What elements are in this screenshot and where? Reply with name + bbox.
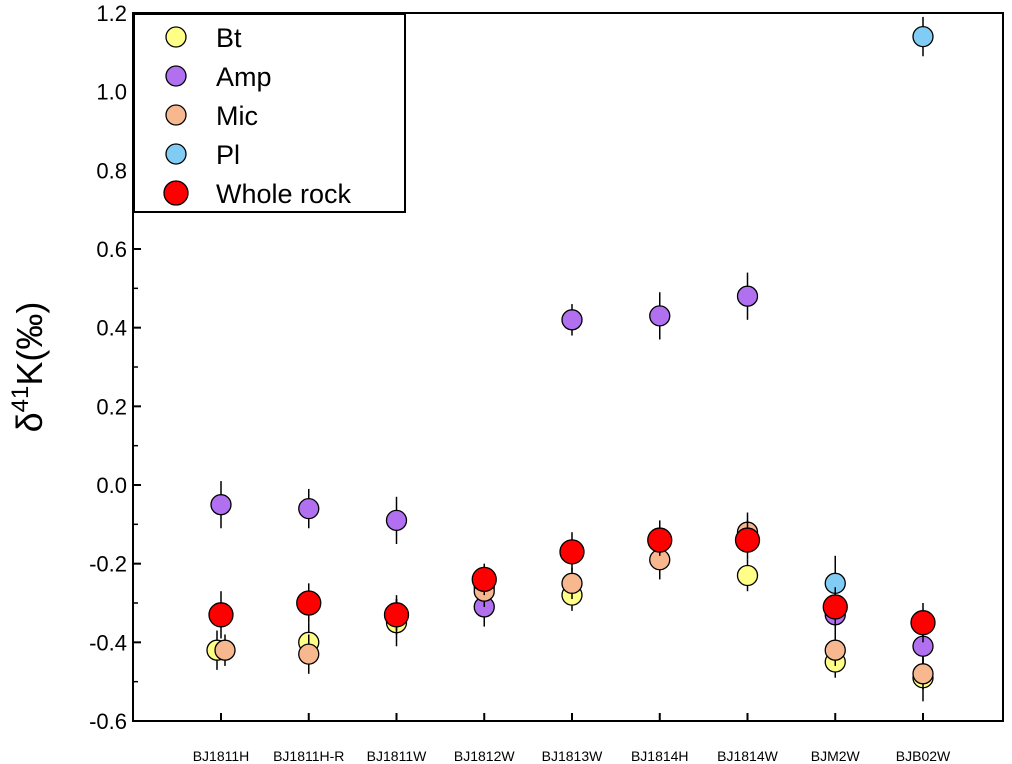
data-point xyxy=(561,309,583,331)
y-axis-label-superscript: 41 xyxy=(7,386,34,413)
x-category-label: BJB02W xyxy=(896,748,951,764)
x-category-label: BJ1811W xyxy=(367,748,427,764)
y-tick-label: -0.4 xyxy=(89,630,127,655)
data-point xyxy=(385,509,408,532)
data-point xyxy=(208,602,234,628)
y-tick-label: 0.0 xyxy=(96,473,127,498)
data-point xyxy=(736,564,759,587)
data-point xyxy=(210,494,232,516)
y-tick-label: -0.6 xyxy=(89,709,127,734)
x-category-label: BJ1812W xyxy=(454,748,515,764)
series-whole-rock xyxy=(208,520,936,643)
legend-label: Whole rock xyxy=(216,179,352,209)
data-point xyxy=(471,566,497,593)
y-tick-label: -0.2 xyxy=(89,552,127,577)
legend-marker xyxy=(165,143,187,165)
y-axis-label-symbol: δ xyxy=(9,412,50,432)
data-point xyxy=(296,590,322,616)
y-tick-label: 0.6 xyxy=(96,237,127,262)
legend-label: Pl xyxy=(216,140,240,170)
x-category-label: BJ1811H xyxy=(193,748,250,764)
x-category-label: BJ1814H xyxy=(631,748,689,764)
y-tick-label: 1.2 xyxy=(96,1,127,26)
legend-marker xyxy=(165,104,187,126)
x-category-label: BJ1813W xyxy=(542,748,603,764)
data-point xyxy=(559,539,585,565)
data-point xyxy=(383,602,410,628)
legend-marker xyxy=(163,180,189,206)
y-tick-label: 0.8 xyxy=(96,158,127,183)
series-amp xyxy=(210,272,934,666)
y-tick-label: 1.0 xyxy=(96,80,127,105)
data-point xyxy=(298,497,320,520)
x-category-label: BJ1814W xyxy=(717,748,778,764)
legend-label: Amp xyxy=(216,62,272,92)
y-tick-label: 0.2 xyxy=(96,394,127,419)
y-tick-label: 0.4 xyxy=(96,316,127,341)
series-pl xyxy=(824,16,934,611)
legend-label: Mic xyxy=(216,101,258,131)
data-point xyxy=(912,663,934,685)
legend-label: Bt xyxy=(216,23,242,53)
data-point xyxy=(214,639,236,661)
legend-marker xyxy=(165,26,187,48)
x-category-label: BJM2W xyxy=(811,748,861,764)
data-point xyxy=(910,610,936,636)
data-point xyxy=(912,25,934,48)
y-axis-label-rest: K(‰) xyxy=(9,302,50,386)
data-point xyxy=(298,643,320,665)
data-point xyxy=(734,527,761,553)
data-point xyxy=(647,527,673,553)
y-axis-label: δ41K(‰) xyxy=(7,302,50,433)
data-point xyxy=(824,639,846,661)
x-category-label: BJ1811H-R xyxy=(273,748,344,764)
data-point xyxy=(561,572,583,594)
data-point xyxy=(736,285,759,307)
data-point xyxy=(649,305,671,327)
legend-marker xyxy=(165,65,187,87)
data-point xyxy=(822,594,848,620)
